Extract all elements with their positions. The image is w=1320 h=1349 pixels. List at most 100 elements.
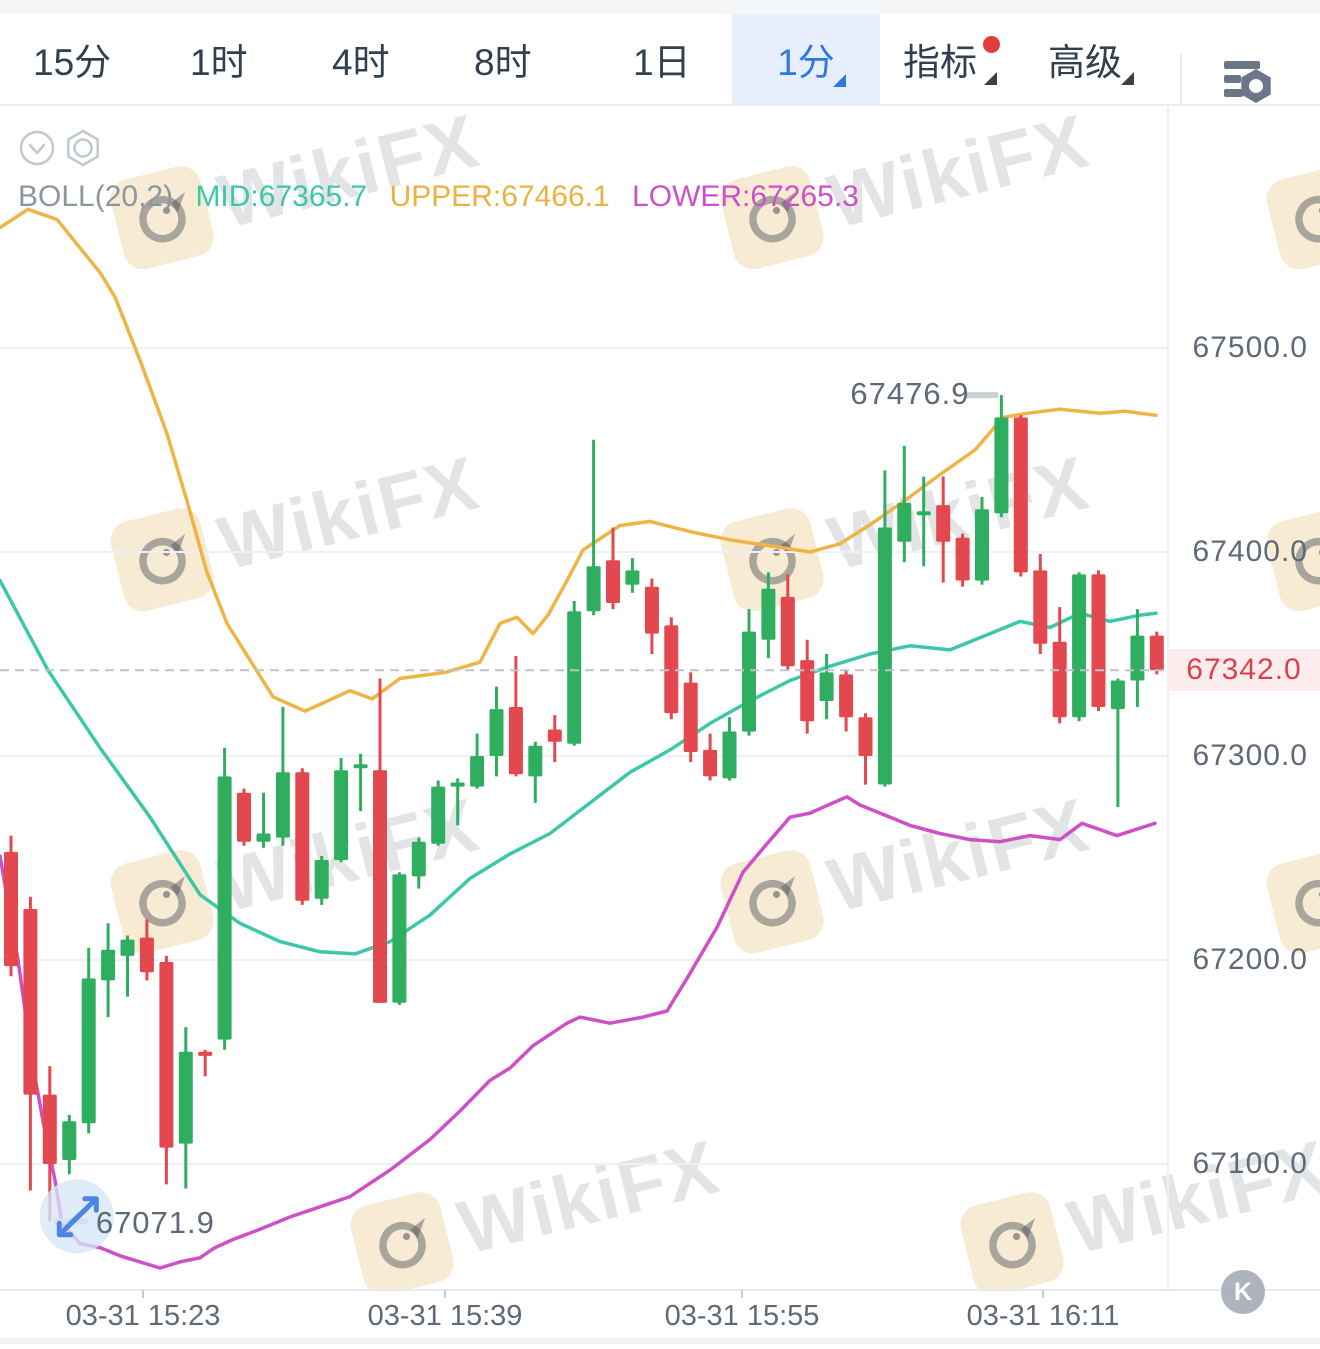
candle (139, 919, 154, 981)
time-axis-label: 03-31 15:23 (65, 1300, 221, 1332)
wikifx-watermark: WikiFX (956, 1121, 1320, 1290)
time-axis-label: 03-31 16:11 (966, 1300, 1120, 1332)
price-axis-label: 67200.0 (1192, 943, 1308, 976)
hexagon-nut-icon (1241, 69, 1271, 103)
tab-高级[interactable]: 高级 (1048, 14, 1144, 104)
time-axis-label: 03-31 15:55 (664, 1300, 820, 1332)
candle (508, 656, 523, 777)
tab-label: 15分 (33, 42, 112, 83)
candle (295, 768, 310, 905)
candle (470, 733, 485, 789)
wikifx-eagle-logo (956, 1187, 1068, 1290)
candle (897, 445, 912, 563)
wikifx-eagle-logo (1262, 161, 1320, 274)
candle (334, 758, 349, 863)
candle (936, 476, 951, 583)
indicator-list-settings-icon[interactable] (1222, 58, 1276, 104)
k-floating-button[interactable]: K (1221, 1270, 1265, 1314)
wikifx-watermark: WikiFX (716, 104, 1098, 274)
candle (392, 872, 407, 1005)
wikifx-watermark: WikiFX (106, 779, 488, 958)
candle (644, 578, 659, 654)
price-axis-label: 67100.0 (1192, 1147, 1308, 1180)
candle (23, 896, 38, 1191)
candle (431, 780, 446, 846)
candle (62, 1115, 77, 1175)
candle (664, 617, 679, 720)
current-price-label: 67342.0 (1168, 649, 1320, 692)
wikifx-watermark: WikiFX (716, 779, 1098, 958)
caret-down-icon (833, 74, 846, 87)
price-axis-label: 67300.0 (1192, 739, 1308, 772)
candle (1072, 572, 1087, 722)
tab-label: 1时 (190, 42, 248, 83)
tab-15分[interactable]: 15分 (33, 14, 111, 104)
candle (256, 792, 271, 848)
indicator-name: BOLL(20,2) (18, 180, 174, 213)
candle (994, 395, 1009, 518)
caret-down-icon (1121, 72, 1134, 85)
boll-lower-line (0, 795, 1157, 1270)
low-value: 67071.9 (95, 1205, 215, 1241)
wikifx-eagle-logo (716, 845, 828, 958)
expand-icon[interactable] (39, 1179, 114, 1254)
candle (1110, 678, 1125, 807)
candle (877, 470, 892, 787)
tab-1分[interactable]: 1分 (732, 14, 880, 104)
candle (120, 935, 135, 997)
tab-label: 8时 (474, 42, 532, 83)
tab-label: 高级 (1048, 42, 1122, 83)
notification-dot (983, 36, 1000, 53)
tab-4时[interactable]: 4时 (332, 14, 390, 104)
candle (4, 835, 18, 977)
candle (955, 533, 970, 587)
candle (81, 947, 96, 1134)
candle (839, 670, 854, 732)
tab-8时[interactable]: 8时 (474, 14, 532, 104)
candle (353, 754, 368, 812)
bottom-strip (0, 1338, 1320, 1344)
candle (586, 439, 601, 616)
candle (606, 527, 620, 610)
candle (625, 558, 640, 593)
candle (858, 713, 873, 785)
candle (819, 654, 834, 720)
time-axis-label: 03-31 15:39 (367, 1300, 523, 1332)
wikifx-eagle-logo (106, 161, 218, 274)
candle (567, 601, 582, 746)
candle (703, 733, 718, 781)
candle (1091, 570, 1106, 712)
collapse-chevron-icon[interactable] (19, 130, 55, 166)
wikifx-eagle-logo (106, 845, 218, 958)
candle (1052, 607, 1067, 724)
toolbar: 15分 1时 4时 8时 1日 1分 指标 高级 (0, 14, 1320, 106)
wikifx-watermark: WikiFX (1262, 104, 1320, 274)
low-annotation: 67071.9 (96, 1205, 215, 1241)
candle (683, 672, 698, 763)
boll-mid-line (0, 578, 1158, 956)
candle (780, 574, 795, 671)
indicator-hexagon-icon[interactable] (67, 129, 99, 167)
candle (975, 496, 989, 585)
wikifx-watermark: WikiFX (1262, 437, 1320, 616)
candle (101, 923, 116, 1018)
candle (547, 715, 562, 763)
candle (275, 707, 290, 846)
lower-value: LOWER:67265.3 (632, 180, 859, 213)
tab-label: 1日 (633, 42, 691, 83)
candle (198, 1049, 213, 1077)
tab-1时[interactable]: 1时 (190, 14, 248, 104)
candle (742, 609, 756, 736)
upper-value: UPPER:67466.1 (389, 180, 610, 213)
boll-upper-line (0, 207, 1158, 713)
candle (528, 741, 543, 803)
candle (761, 572, 776, 659)
high-marker-dash (965, 392, 999, 399)
tab-指标[interactable]: 指标 (903, 14, 1003, 104)
candle (1013, 415, 1028, 577)
wikifx-eagle-logo (1262, 503, 1320, 616)
top-strip (0, 0, 1320, 14)
tab-1日[interactable]: 1日 (633, 14, 691, 104)
candle (450, 778, 465, 826)
